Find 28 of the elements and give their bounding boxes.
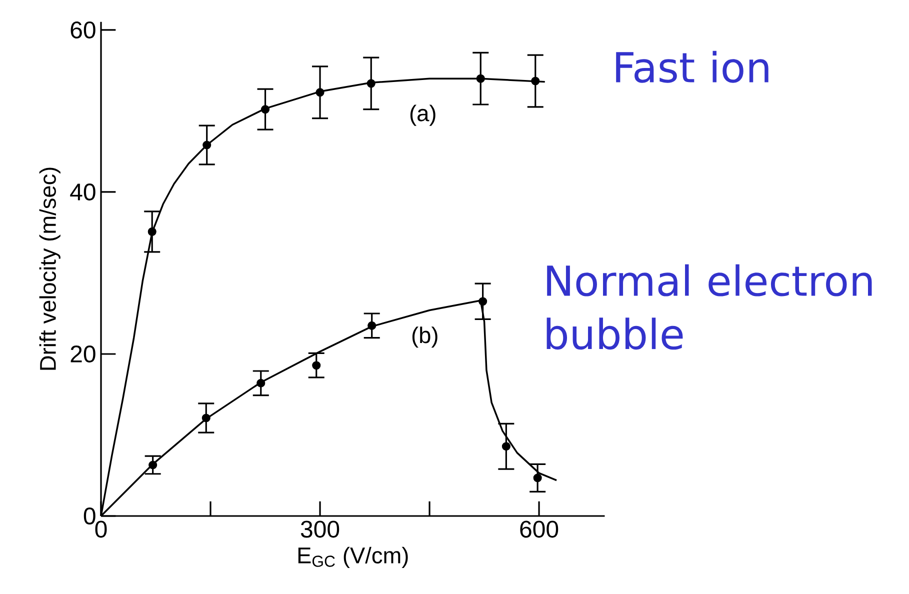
annotation: (a) (410, 104, 436, 126)
y-axis-title: Drift velocity (m/sec) (39, 168, 60, 370)
point (366, 79, 376, 88)
y-tick-label: 20 (70, 345, 96, 362)
x-tick-label: 600 (520, 520, 558, 538)
point (533, 474, 542, 482)
y-tick-label: 40 (70, 183, 96, 200)
point (202, 140, 212, 150)
annotation: (b) (412, 326, 438, 348)
point (368, 321, 376, 330)
point (476, 74, 485, 83)
point (260, 105, 270, 114)
x-tick-label: 0 (95, 520, 107, 538)
x-tick-label: 300 (300, 520, 340, 538)
point (148, 460, 158, 470)
series-label: Fast ion (616, 50, 768, 83)
y-tick-label: 60 (70, 21, 96, 38)
series-label: Normal electron bubble (546, 264, 872, 350)
point (478, 297, 488, 306)
point (502, 442, 510, 451)
point (312, 361, 321, 370)
point (202, 414, 210, 422)
point (148, 227, 156, 236)
point (256, 378, 266, 388)
point (316, 88, 324, 97)
x-axis-title: E$_{GC}$ (V/cm) (298, 546, 408, 568)
y-tick-label: 0 (84, 507, 96, 524)
point (531, 76, 540, 86)
